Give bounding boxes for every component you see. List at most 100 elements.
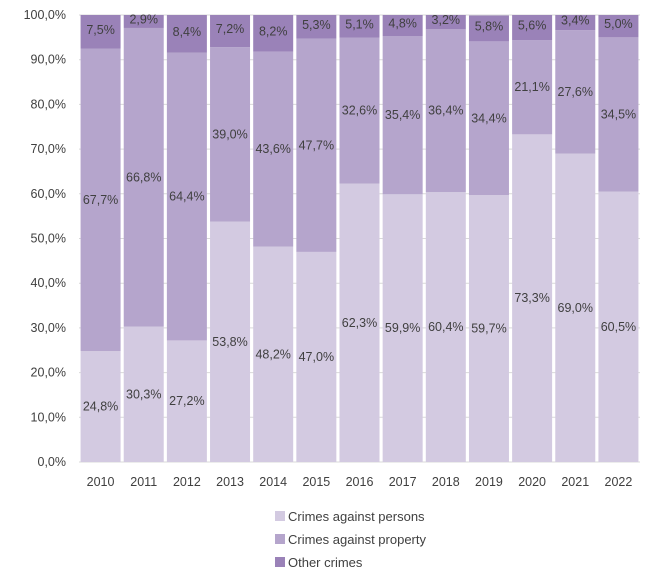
legend-label: Crimes against property xyxy=(288,532,426,547)
y-tick-label: 20,0% xyxy=(31,366,66,380)
y-tick-label: 10,0% xyxy=(31,410,66,424)
data-label: 5,0% xyxy=(604,17,633,31)
bar-segment xyxy=(253,51,294,247)
bar-segment xyxy=(425,15,466,30)
data-label: 59,9% xyxy=(385,321,420,335)
bar-segment xyxy=(555,153,596,462)
bar-segment xyxy=(296,38,337,252)
bar-segment xyxy=(468,15,509,42)
x-tick-label: 2020 xyxy=(518,475,546,489)
bar-segment xyxy=(80,15,121,49)
data-label: 62,3% xyxy=(342,316,377,330)
bar-segment xyxy=(512,134,553,462)
bar-segment xyxy=(296,15,337,39)
bar-segment xyxy=(512,40,553,135)
bar-segment xyxy=(339,15,380,38)
y-tick-label: 0,0% xyxy=(38,455,67,469)
x-axis-ticks: 2010 2011 2012 2013 2014 2015 2016 2017 2018 2019… xyxy=(87,475,633,489)
bar-segment xyxy=(296,251,337,462)
bar-segment xyxy=(339,37,380,184)
y-tick-label: 30,0% xyxy=(31,321,66,335)
data-label: 24,8% xyxy=(83,400,118,414)
data-label: 64,4% xyxy=(169,189,204,203)
legend-label: Crimes against persons xyxy=(288,509,425,524)
data-label: 2,9% xyxy=(129,12,158,26)
bar-segment xyxy=(210,221,251,462)
bar-segment xyxy=(425,29,466,193)
y-tick-label: 40,0% xyxy=(31,276,66,290)
y-tick-label: 90,0% xyxy=(31,53,66,67)
y-tick-label: 100,0% xyxy=(24,8,66,22)
data-label: 34,4% xyxy=(471,111,506,125)
data-label: 5,8% xyxy=(475,19,504,33)
data-label: 4,8% xyxy=(388,17,417,31)
bar-segment xyxy=(598,15,639,38)
x-tick-label: 2015 xyxy=(302,475,330,489)
data-label: 60,5% xyxy=(601,320,636,334)
x-tick-label: 2019 xyxy=(475,475,503,489)
x-tick-label: 2022 xyxy=(605,475,633,489)
bar-segment xyxy=(555,30,596,154)
data-label: 3,2% xyxy=(432,13,461,27)
x-tick-label: 2018 xyxy=(432,475,460,489)
y-tick-label: 70,0% xyxy=(31,142,66,156)
bar-segment xyxy=(512,15,553,41)
data-label: 47,7% xyxy=(299,138,334,152)
data-label: 59,7% xyxy=(471,322,506,336)
data-label: 5,3% xyxy=(302,18,331,32)
data-label: 35,4% xyxy=(385,108,420,122)
x-tick-label: 2011 xyxy=(130,475,157,489)
data-label: 7,2% xyxy=(216,22,245,36)
data-label: 3,4% xyxy=(561,14,590,28)
data-label: 5,6% xyxy=(518,19,547,33)
data-label: 60,4% xyxy=(428,320,463,334)
bar-segment xyxy=(598,191,639,462)
y-tick-label: 80,0% xyxy=(31,97,66,111)
data-label: 32,6% xyxy=(342,104,377,118)
bar-segment xyxy=(210,47,251,222)
bar-segment xyxy=(166,52,207,341)
data-label: 7,5% xyxy=(86,23,115,37)
data-labels: 24,8% 67,7% 7,5% 30,3% 66,8% 2,9% 27,2% 64,4% 8,… xyxy=(83,12,636,413)
bar-segment xyxy=(253,15,294,52)
data-label: 27,6% xyxy=(558,85,593,99)
data-label: 39,0% xyxy=(212,127,247,141)
bar-segment xyxy=(382,194,423,462)
legend-swatch xyxy=(275,511,285,521)
data-label: 43,6% xyxy=(255,142,290,156)
x-tick-label: 2012 xyxy=(173,475,201,489)
data-label: 8,2% xyxy=(259,24,288,38)
bar-segment xyxy=(555,15,596,31)
x-tick-label: 2010 xyxy=(87,475,115,489)
bar-segment xyxy=(339,183,380,463)
bar-segment xyxy=(598,37,639,192)
bar-segment xyxy=(253,246,294,462)
data-label: 48,2% xyxy=(255,347,290,361)
bar-segment xyxy=(468,195,509,463)
data-label: 67,7% xyxy=(83,193,118,207)
bar-segment xyxy=(468,41,509,196)
x-tick-label: 2014 xyxy=(259,475,287,489)
data-label: 36,4% xyxy=(428,104,463,118)
bar-segment xyxy=(80,48,121,352)
data-label: 34,5% xyxy=(601,107,636,121)
bar-segment xyxy=(123,326,164,462)
x-tick-label: 2016 xyxy=(346,475,374,489)
data-label: 53,8% xyxy=(212,335,247,349)
legend-swatch xyxy=(275,534,285,544)
data-label: 69,0% xyxy=(558,301,593,315)
x-tick-label: 2013 xyxy=(216,475,244,489)
y-axis-ticks: 0,0% 10,0% 20,0% 30,0% 40,0% 50,0% 60,0% 70,0% 8… xyxy=(24,8,66,469)
bar-segment xyxy=(123,15,164,28)
data-label: 8,4% xyxy=(173,25,202,39)
data-label: 66,8% xyxy=(126,170,161,184)
bar-segment xyxy=(382,36,423,195)
bar-segment xyxy=(123,27,164,327)
x-tick-label: 2021 xyxy=(561,475,589,489)
bar-segment xyxy=(80,351,121,462)
data-label: 27,2% xyxy=(169,394,204,408)
data-label: 73,3% xyxy=(514,291,549,305)
bar-segment xyxy=(210,15,251,48)
